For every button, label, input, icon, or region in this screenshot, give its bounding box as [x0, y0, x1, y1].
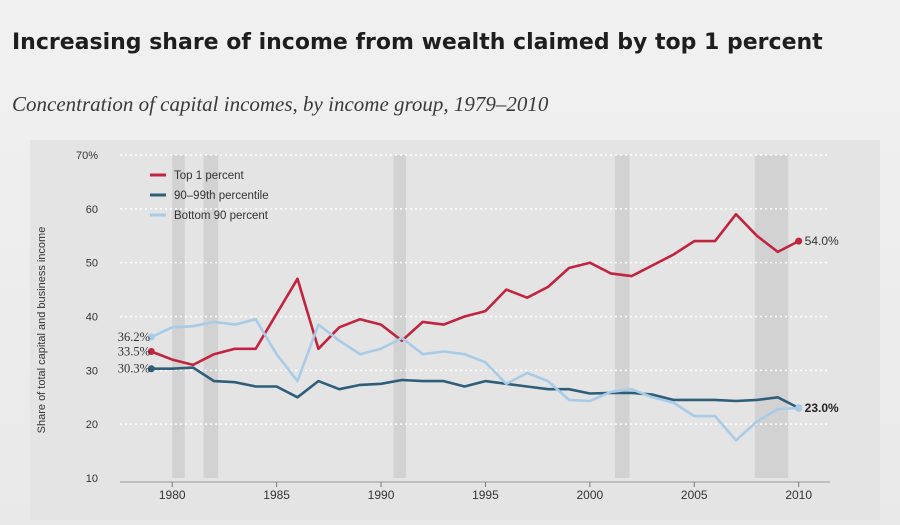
x-tick-label: 1990 [368, 488, 395, 502]
series-end-label-shared: 23.0% [805, 401, 839, 415]
series-start-point-2 [147, 333, 155, 341]
series-start-label: 33.5% [118, 344, 150, 358]
legend-label: Bottom 90 percent [174, 210, 269, 222]
legend-label: 90–99th percentile [174, 190, 269, 202]
y-tick-label: 40 [86, 312, 98, 324]
y-tick-label: 10 [86, 473, 98, 485]
chart-title: Increasing share of income from wealth c… [12, 30, 823, 55]
legend-label: Top 1 percent [174, 170, 244, 182]
y-tick-label: 60 [86, 204, 98, 216]
chart-panel [30, 140, 880, 520]
x-tick-label: 1985 [263, 488, 290, 502]
x-tick-label: 1980 [159, 488, 186, 502]
series-end-label-top1: 54.0% [805, 234, 839, 248]
series-start-point-1 [147, 365, 155, 373]
x-tick-label: 2005 [681, 488, 708, 502]
x-tick-label: 1995 [472, 488, 499, 502]
recession-band-3 [614, 155, 630, 478]
recession-band-0 [172, 155, 185, 478]
series-line-0 [150, 212, 801, 367]
x-tick-label: 2000 [577, 488, 604, 502]
y-tick-label: 30 [86, 365, 98, 377]
chart-subtitle: Concentration of capital incomes, by inc… [12, 92, 549, 116]
series-start-label: 30.3% [118, 362, 150, 376]
y-axis-label: Share of total capital and business inco… [36, 226, 48, 434]
y-tick-label: 50 [86, 258, 98, 270]
series-end-point-2 [795, 404, 803, 412]
series-start-point-0 [147, 347, 155, 355]
y-tick-label: 20 [86, 419, 98, 431]
y-tick-label: 70% [76, 150, 98, 162]
series-end-point-0 [795, 237, 803, 245]
series-line-2 [150, 317, 801, 442]
series-line-1 [150, 366, 801, 410]
recession-band-2 [393, 155, 407, 478]
series-start-label: 36.2% [118, 330, 150, 344]
x-tick-label: 2010 [785, 488, 812, 502]
